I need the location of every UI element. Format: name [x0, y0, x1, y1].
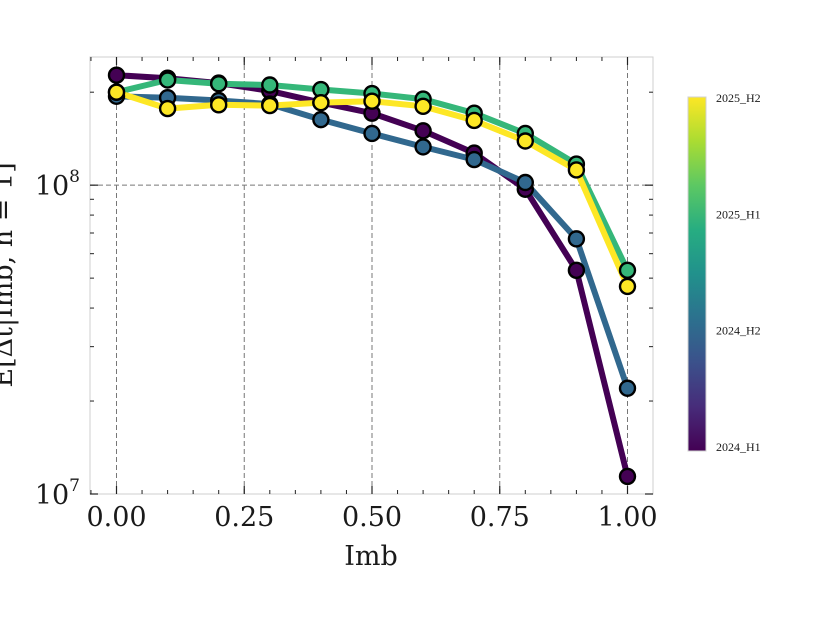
grid-lines: [90, 57, 653, 494]
data-point-2024_H1: [567, 261, 586, 280]
data-point-2025_H2: [465, 111, 483, 130]
y-axis-label: E[Δt|Imb, n = 1]: [0, 162, 19, 387]
data-point-2025_H2: [516, 132, 534, 150]
data-point-2025_H1: [618, 261, 637, 280]
axis-ticks: [90, 57, 653, 495]
y-tick-label: 108: [35, 167, 80, 202]
colorbar-label: 2024_H1: [716, 440, 761, 454]
data-point-2024_H1: [414, 122, 432, 140]
x-tick-labels: 0.00 0.25 0.50 0.75 1.00: [86, 502, 657, 533]
y-tick-labels: 107 108: [35, 167, 80, 511]
data-point-2025_H1: [209, 75, 228, 93]
data-point-2024_H2: [618, 379, 637, 397]
colorbar-label: 2025_H1: [716, 207, 761, 221]
data-point-2025_H1: [158, 71, 177, 89]
data-point-2025_H2: [567, 161, 586, 179]
data-point-2024_H1: [618, 467, 637, 486]
data-point-2025_H1: [261, 76, 279, 94]
data-point-2025_H2: [209, 96, 228, 114]
data-point-2025_H2: [414, 97, 432, 116]
data-point-2025_H2: [363, 92, 381, 110]
x-tick-label: 0.50: [342, 502, 402, 533]
x-tick-label: 0.00: [86, 502, 146, 533]
colorbar-label: 2025_H2: [716, 91, 761, 105]
data-point-2025_H2: [312, 93, 330, 112]
x-tick-label: 1.00: [597, 502, 657, 533]
data-point-2025_H2: [618, 277, 637, 296]
data-point-2024_H2: [312, 110, 330, 129]
data-point-2024_H2: [516, 173, 534, 192]
x-axis-label: Imb: [344, 541, 398, 572]
data-point-2024_H2: [465, 150, 483, 169]
y-tick-label: 107: [35, 476, 80, 511]
colorbar-gradient: [687, 96, 707, 452]
data-point-2024_H2: [363, 124, 381, 143]
colorbar-label: 2024_H2: [716, 324, 761, 338]
colorbar: 2025_H2 2025_H1 2024_H2 2024_H1: [687, 91, 761, 454]
data-point-2025_H2: [107, 83, 126, 101]
data-points: [107, 66, 637, 486]
data-point-2024_H1: [107, 66, 126, 84]
data-point-2025_H2: [158, 99, 177, 118]
data-point-2025_H2: [261, 96, 279, 115]
x-tick-label: 0.25: [214, 502, 274, 533]
data-point-2024_H2: [414, 138, 432, 156]
x-tick-label: 0.75: [470, 502, 530, 533]
data-point-2024_H2: [567, 230, 586, 248]
